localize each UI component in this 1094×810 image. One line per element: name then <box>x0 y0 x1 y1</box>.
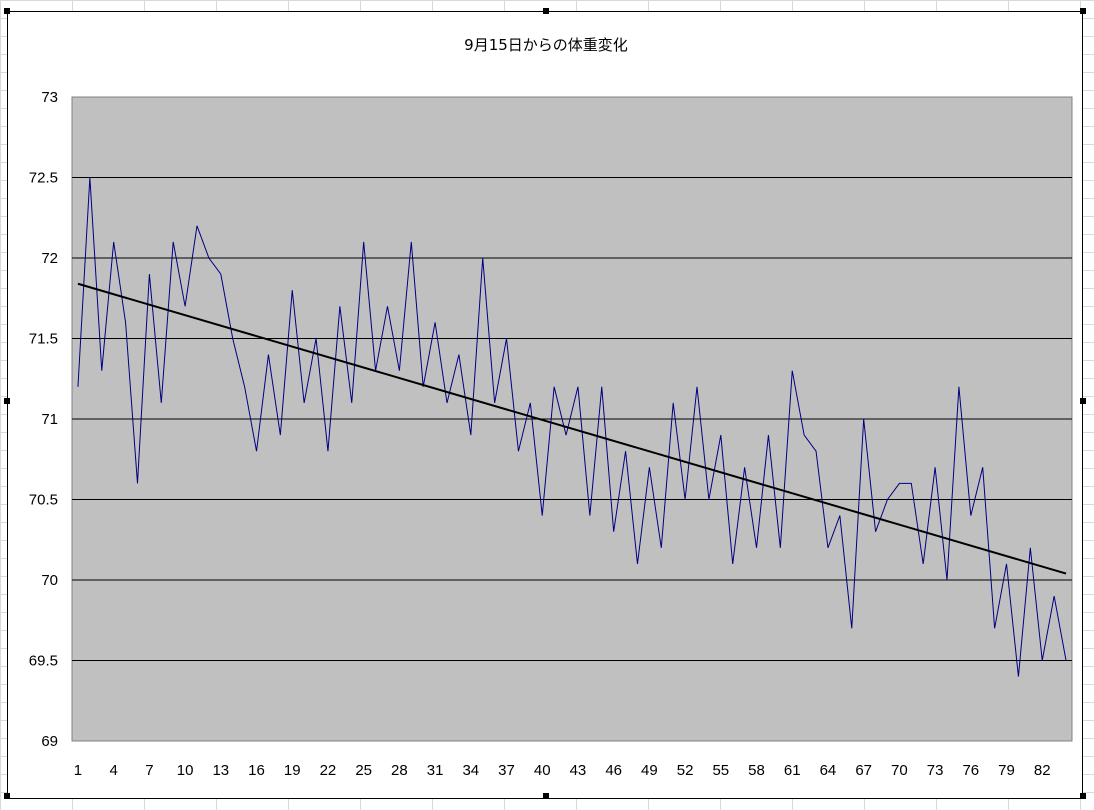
x-tick-label: 67 <box>855 762 872 779</box>
x-tick-label: 73 <box>927 762 944 779</box>
y-tick-label: 70.5 <box>29 492 58 509</box>
selection-handle-middle-right[interactable] <box>1080 398 1086 404</box>
x-tick-label: 40 <box>534 762 551 779</box>
selection-handle-top-center[interactable] <box>543 8 549 14</box>
selection-handle-bottom-left[interactable] <box>4 793 10 799</box>
x-tick-label: 4 <box>109 762 117 779</box>
x-tick-label: 1 <box>74 762 82 779</box>
x-tick-label: 28 <box>391 762 408 779</box>
x-tick-label: 34 <box>462 762 479 779</box>
y-tick-label: 72.5 <box>29 170 58 187</box>
x-tick-label: 7 <box>145 762 153 779</box>
selection-handle-top-left[interactable] <box>4 8 10 14</box>
selection-handle-bottom-right[interactable] <box>1080 793 1086 799</box>
selection-handle-middle-left[interactable] <box>4 398 10 404</box>
x-tick-label: 70 <box>891 762 908 779</box>
y-tick-label: 72 <box>41 250 58 267</box>
y-tick-label: 71 <box>41 411 58 428</box>
x-tick-label: 31 <box>427 762 444 779</box>
x-tick-label: 25 <box>355 762 372 779</box>
x-tick-label: 79 <box>998 762 1015 779</box>
x-tick-label: 16 <box>248 762 265 779</box>
y-tick-label: 73 <box>41 89 58 106</box>
x-tick-label: 43 <box>570 762 587 779</box>
y-tick-label: 69 <box>41 733 58 750</box>
y-tick-label: 69.5 <box>29 653 58 670</box>
x-tick-label: 19 <box>284 762 301 779</box>
x-tick-label: 49 <box>641 762 658 779</box>
gridlines <box>72 177 1072 661</box>
y-axis-ticks: 73 72.5 72 71.5 71 70.5 70 69.5 69 <box>29 89 58 750</box>
chart-title: 9月15日からの体重変化 <box>464 36 628 54</box>
x-tick-label: 22 <box>320 762 337 779</box>
trendline <box>77 282 1067 575</box>
y-tick-label: 70 <box>41 572 58 589</box>
x-tick-label: 37 <box>498 762 515 779</box>
x-tick-label: 52 <box>677 762 694 779</box>
x-tick-label: 64 <box>820 762 837 779</box>
x-tick-label: 55 <box>712 762 729 779</box>
x-tick-label: 76 <box>962 762 979 779</box>
x-tick-label: 61 <box>784 762 801 779</box>
x-tick-label: 13 <box>212 762 229 779</box>
y-tick-label: 71.5 <box>29 331 58 348</box>
selection-handle-bottom-center[interactable] <box>543 793 549 799</box>
weight-series-line <box>77 177 1067 677</box>
x-tick-label: 46 <box>605 762 622 779</box>
x-axis-ticks: 1 4 7 10 13 16 19 22 25 28 31 34 37 40 43 46 49 52 55 58 61 6… <box>74 762 1051 779</box>
x-tick-label: 10 <box>177 762 194 779</box>
selection-handle-top-right[interactable] <box>1080 8 1086 14</box>
x-tick-label: 58 <box>748 762 765 779</box>
x-tick-label: 82 <box>1034 762 1051 779</box>
